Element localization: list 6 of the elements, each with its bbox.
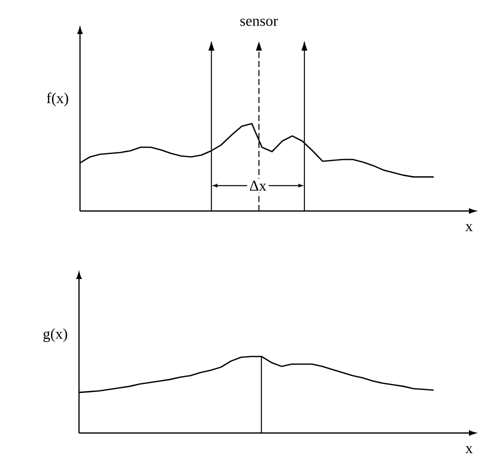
- x-axis-title: x: [465, 446, 473, 454]
- y-axis-title: f(x): [46, 92, 68, 106]
- y-axis-title: g(x): [43, 328, 68, 342]
- x-axis-title: x: [465, 224, 473, 232]
- text: sensor: [240, 18, 278, 26]
- annotation: Δx: [250, 180, 266, 191]
